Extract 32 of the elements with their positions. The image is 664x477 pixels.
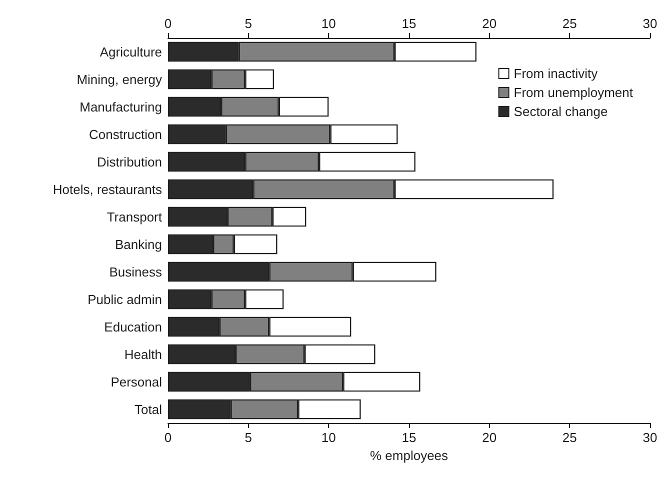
y-tick-label: Distribution	[96, 154, 162, 170]
y-tick-label: Total	[134, 402, 162, 417]
y-tick-label: Transport	[106, 209, 162, 224]
x-tick-label: 15	[402, 430, 416, 445]
x2-tick-label: 20	[482, 16, 497, 31]
x-tick-label: 20	[482, 430, 497, 445]
x-tick-label: 0	[164, 430, 172, 445]
y-tick-label: Mining, energy	[76, 72, 162, 87]
y-tick-label: Public admin	[88, 292, 162, 307]
y-tick-label: Personal	[110, 374, 162, 390]
x-axis-title: % employees	[370, 448, 449, 463]
legend-label: From inactivity	[514, 66, 598, 81]
x2-tick-label: 15	[402, 16, 416, 31]
x2-tick-label: 25	[562, 16, 577, 31]
y-tick-label: Construction	[89, 126, 162, 142]
y-tick-label: Banking	[115, 236, 162, 252]
y-tick-label: Agriculture	[100, 44, 162, 60]
x-tick-label: 30	[642, 430, 658, 445]
x-tick-label: 5	[244, 430, 252, 445]
y-tick-label: Business	[109, 264, 162, 280]
x2-tick-label: 10	[321, 16, 336, 31]
x2-tick-label: 5	[244, 16, 252, 31]
y-tick-label: Health	[124, 346, 162, 362]
y-tick-label: Hotels, restaurants	[52, 182, 162, 197]
y-tick-label: Education	[104, 319, 162, 334]
legend-label: Sectoral change	[514, 104, 608, 119]
x2-tick-label: 0	[164, 16, 172, 31]
x2-tick-label: 30	[642, 16, 658, 31]
x-tick-label: 25	[562, 430, 577, 445]
x-tick-label: 10	[321, 430, 336, 445]
y-tick-label: Manufacturing	[80, 99, 162, 114]
legend-label: From unemployment	[514, 85, 634, 100]
